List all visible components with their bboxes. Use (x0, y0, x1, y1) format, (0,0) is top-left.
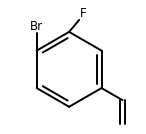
Text: F: F (80, 7, 86, 20)
Text: Br: Br (30, 20, 43, 33)
